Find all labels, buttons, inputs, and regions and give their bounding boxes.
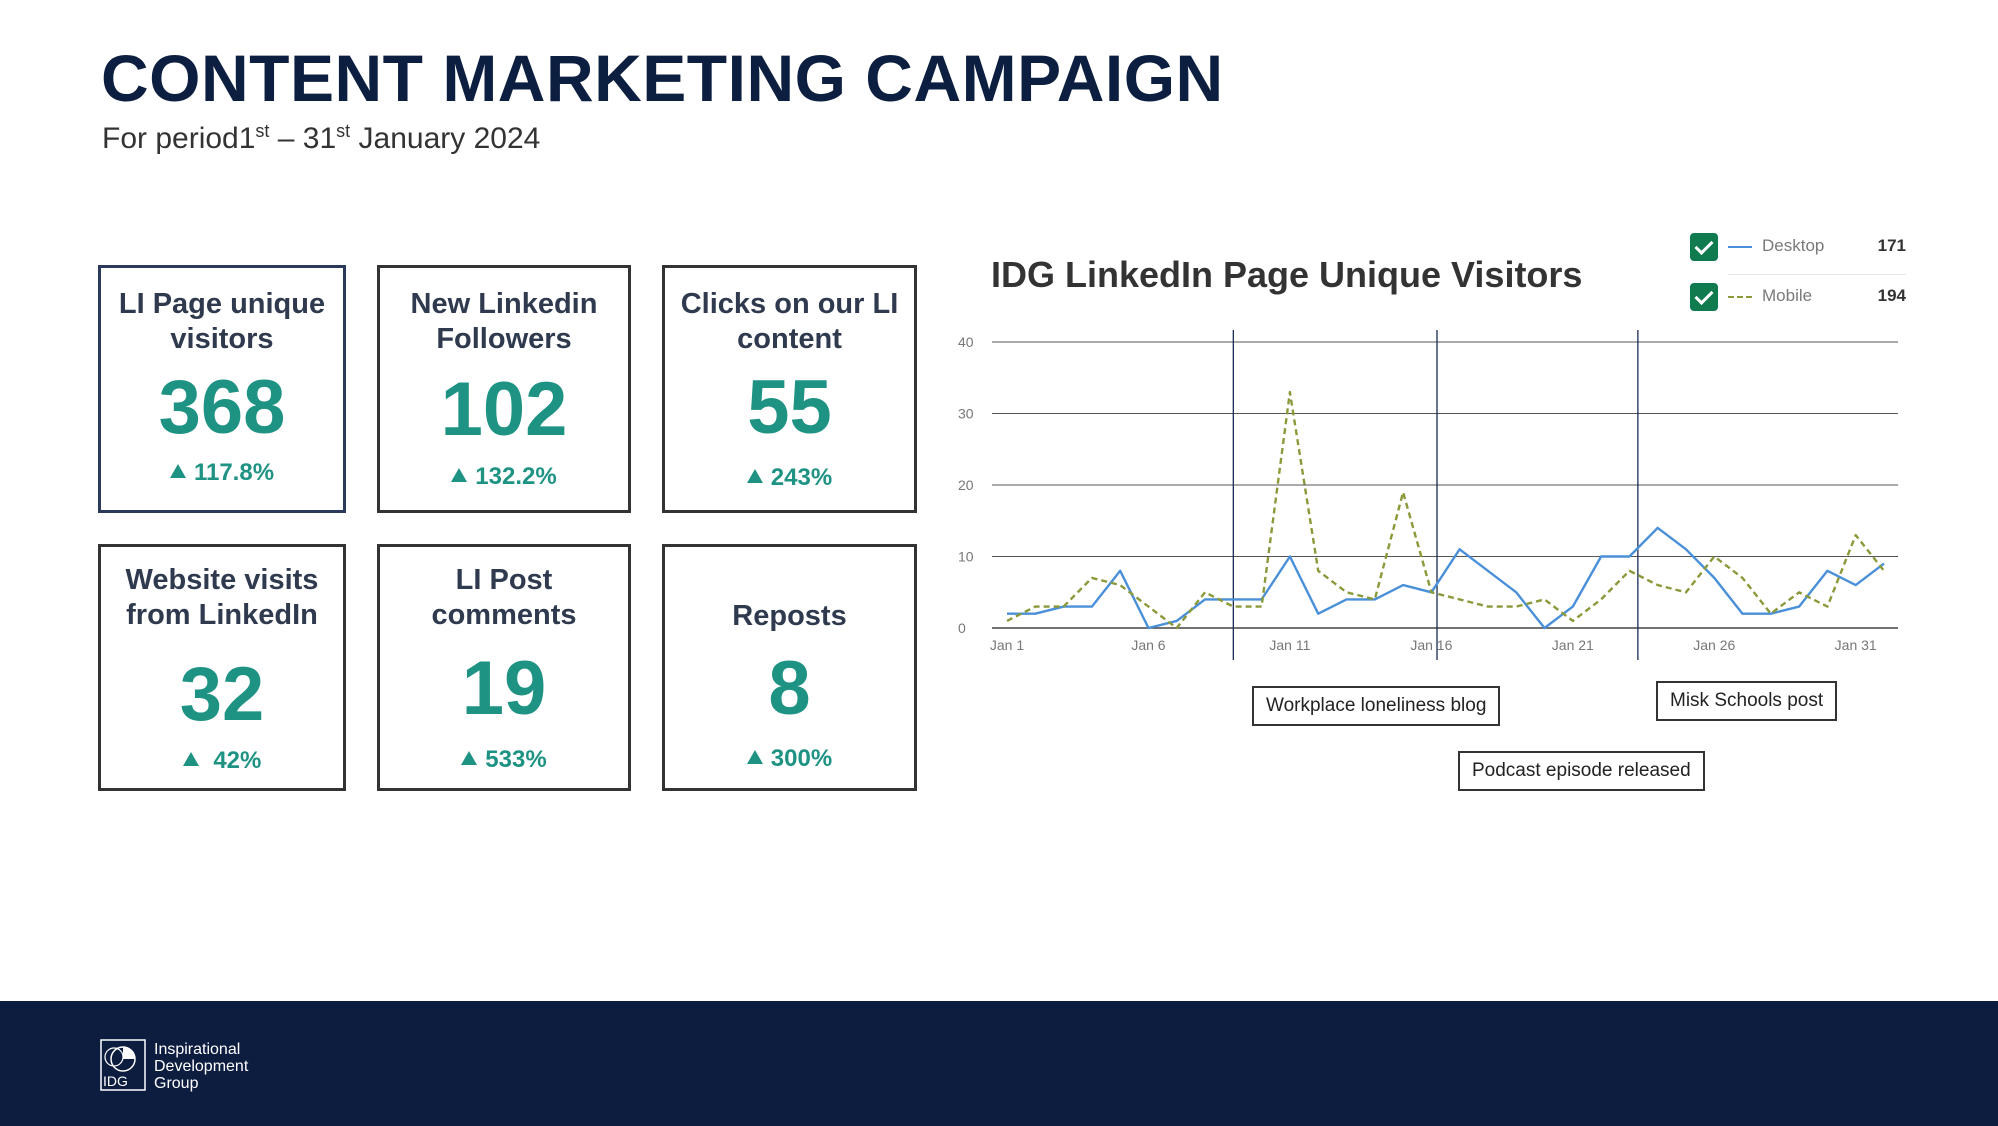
kpi-change: 533% [380, 746, 628, 774]
series-line-desktop [1007, 526, 1885, 630]
y-tick-label: 20 [958, 477, 974, 493]
y-tick-label: 40 [958, 334, 974, 350]
kpi-change: 42% [101, 747, 343, 775]
chart-title: IDG LinkedIn Page Unique Visitors [991, 254, 1583, 295]
page-title: CONTENT MARKETING CAMPAIGN [101, 41, 1224, 115]
kpi-card-page-visitors: LI Page unique visitors 368 117.8% [98, 265, 346, 513]
kpi-label: LI Page unique visitors [118, 288, 326, 355]
line-chart: 0 10 20 30 40 Jan 1 Jan 6 Jan 11 Jan 16 Jan 21 Jan… [958, 330, 1898, 660]
annotation-podcast: Podcast episode released [1458, 751, 1705, 791]
x-tick-label: Jan 11 [1269, 637, 1310, 653]
up-arrow-icon [169, 464, 186, 478]
x-tick-label: Jan 21 [1552, 637, 1594, 653]
legend-swatch [1728, 246, 1752, 248]
kpi-change: 243% [665, 464, 914, 492]
kpi-change: 300% [665, 745, 914, 773]
legend-name: Desktop [1762, 236, 1825, 255]
idg-logo-icon [100, 1039, 146, 1091]
x-tick-label: Jan 26 [1693, 637, 1735, 653]
kpi-label: Website visits from LinkedIn [125, 564, 319, 631]
kpi-label: Clicks on our LI content [680, 288, 899, 355]
kpi-value: 55 [747, 365, 832, 450]
kpi-card-followers: New Linkedin Followers 102 132.2% [377, 265, 631, 513]
legend-total: 171 [1877, 236, 1906, 255]
kpi-card-clicks: Clicks on our LI content 55 243% [662, 265, 917, 513]
up-arrow-icon [746, 750, 763, 764]
kpi-label: New Linkedin Followers [410, 288, 598, 355]
kpi-value: 368 [158, 365, 286, 450]
up-arrow-icon [746, 469, 763, 483]
legend-divider [1728, 274, 1906, 275]
kpi-value: 32 [179, 652, 265, 737]
x-tick-label: Jan 16 [1410, 637, 1452, 653]
checkbox-checked-icon[interactable] [1690, 233, 1718, 261]
logo-wordmark: Inspirational Development Group [154, 1041, 249, 1092]
kpi-card-website-visits: Website visits from LinkedIn 32 42% [98, 544, 346, 791]
footer: IDG Inspirational Development Group [0, 1001, 1998, 1126]
kpi-label: LI Post comments [431, 564, 577, 631]
legend-total: 194 [1877, 286, 1906, 305]
up-arrow-icon [451, 468, 468, 482]
legend-swatch [1728, 296, 1752, 298]
up-arrow-icon [182, 752, 199, 766]
x-tick-label: Jan 6 [1131, 637, 1165, 653]
legend-item-desktop[interactable]: Desktop 171 [1690, 230, 1906, 268]
kpi-label: Reposts [732, 600, 847, 632]
x-tick-label: Jan 1 [990, 637, 1024, 653]
y-tick-label: 30 [958, 406, 974, 422]
kpi-change: 132.2% [380, 463, 628, 491]
checkbox-checked-icon[interactable] [1690, 283, 1718, 311]
series-line-mobile [1006, 390, 1885, 630]
kpi-change: 117.8% [101, 459, 343, 487]
kpi-card-post-comments: LI Post comments 19 533% [377, 544, 631, 791]
legend-name: Mobile [1762, 286, 1813, 305]
kpi-value: 102 [440, 367, 568, 452]
page-subtitle: For period1st – 31st January 2024 [102, 121, 541, 155]
kpi-value: 19 [461, 646, 547, 731]
y-tick-label: 0 [958, 620, 966, 636]
y-tick-label: 10 [958, 549, 974, 565]
legend-item-mobile[interactable]: Mobile 194 [1690, 280, 1906, 318]
annotation-misk-schools: Misk Schools post [1656, 681, 1838, 721]
kpi-card-reposts: Reposts 8 300% [662, 544, 917, 791]
kpi-value: 8 [768, 646, 811, 731]
logo-abbreviation: IDG [103, 1073, 128, 1089]
annotation-workplace-blog: Workplace loneliness blog [1252, 686, 1501, 726]
x-tick-label: Jan 31 [1835, 637, 1877, 653]
up-arrow-icon [461, 751, 478, 765]
